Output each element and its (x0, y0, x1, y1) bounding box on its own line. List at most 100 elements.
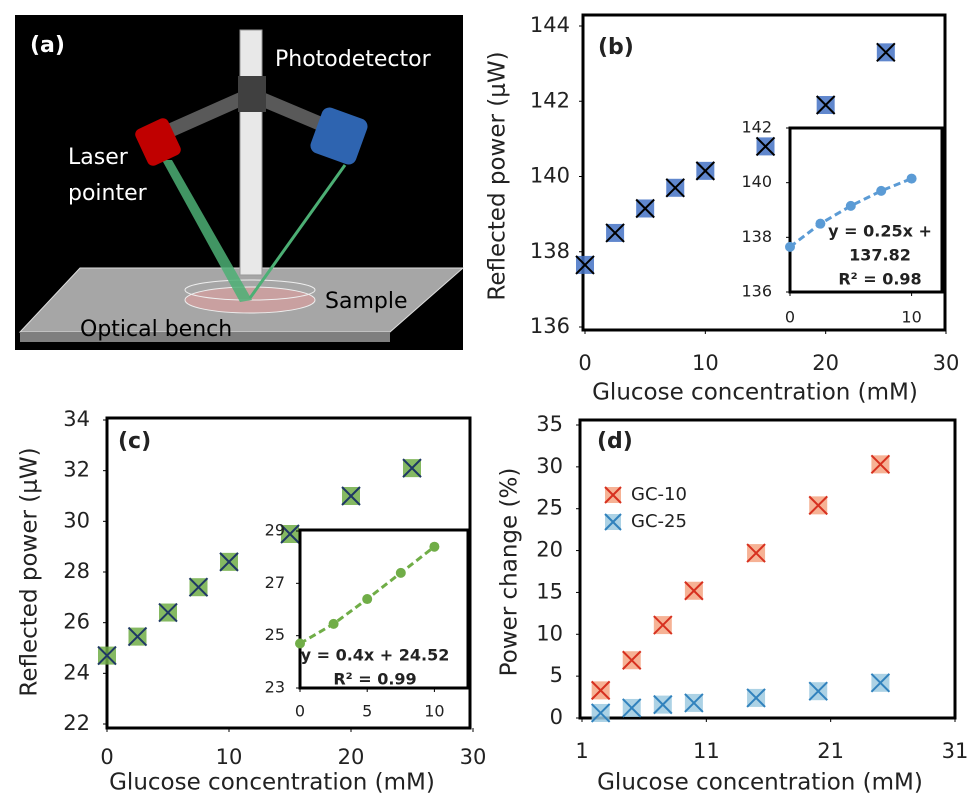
y-tick-label: 27 (265, 573, 285, 592)
marker (576, 256, 594, 274)
x-tick-label: 30 (460, 745, 487, 769)
marker (817, 96, 835, 114)
panel-label: (d) (597, 429, 633, 454)
y-tick-label: 28 (63, 559, 90, 583)
x-axis-label: Glucose concentration (mM) (592, 380, 918, 406)
marker (129, 628, 147, 646)
marker (696, 162, 714, 180)
marker (654, 696, 672, 714)
y-tick-label: 30 (63, 508, 90, 532)
y-tick-label: 25 (536, 496, 563, 520)
x-tick-label: 20 (812, 351, 839, 375)
equation: 137.82 (849, 246, 911, 265)
marker (623, 699, 641, 717)
y-tick-label: 22 (63, 711, 90, 735)
y-tick-label: 138 (530, 239, 570, 263)
marker (429, 542, 439, 552)
marker (403, 459, 421, 477)
y-axis-label: Reflected power (μW) (485, 51, 511, 300)
x-tick-label: 30 (933, 351, 960, 375)
y-tick-label: 136 (530, 314, 570, 338)
marker (747, 689, 765, 707)
panel-label: (a) (30, 33, 65, 58)
legend-label: GC-25 (631, 511, 687, 532)
y-tick-label: 144 (530, 13, 570, 37)
panel-a: (a) Photodetector Laser pointer Sample O… (15, 15, 463, 350)
marker (329, 619, 339, 629)
photodetector-label: Photodetector (275, 47, 432, 72)
equation: y = 0.4x + 24.52 (301, 646, 450, 665)
x-tick-label: 10 (216, 745, 243, 769)
marker (220, 553, 238, 571)
equation: y = 0.25x + (828, 222, 932, 241)
y-tick-label: 140 (741, 172, 772, 191)
marker (654, 616, 672, 634)
marker (606, 224, 624, 242)
marker (877, 43, 895, 61)
marker (871, 674, 889, 692)
bench-label: Optical bench (80, 317, 232, 342)
marker (907, 174, 917, 184)
marker (685, 582, 703, 600)
marker (159, 604, 177, 622)
plot-frame (790, 128, 942, 292)
x-tick-label: 0 (785, 308, 795, 327)
laser-label: pointer (68, 181, 148, 206)
legend-marker (605, 514, 621, 530)
y-tick-label: 29 (265, 521, 285, 540)
y-tick-label: 140 (530, 164, 570, 188)
marker (592, 704, 610, 722)
marker (342, 487, 360, 505)
y-tick-label: 142 (741, 118, 772, 137)
y-tick-label: 136 (741, 282, 772, 301)
marker (757, 137, 775, 155)
marker (190, 578, 208, 596)
y-axis-label: Reflected power (μW) (17, 447, 43, 696)
x-tick-label: 1 (575, 739, 588, 763)
y-tick-label: 32 (63, 458, 90, 482)
r-squared: R² = 0.98 (838, 270, 921, 289)
y-tick-label: 0 (550, 705, 563, 729)
y-tick-label: 34 (63, 407, 90, 431)
legend-label: GC-10 (631, 484, 687, 505)
x-tick-label: 5 (362, 702, 372, 721)
y-tick-label: 30 (536, 454, 563, 478)
detector-pole (240, 30, 262, 275)
x-tick-label: 21 (817, 739, 844, 763)
marker (747, 544, 765, 562)
connector (238, 76, 266, 112)
x-tick-label: 31 (942, 739, 969, 763)
x-tick-label: 0 (295, 702, 305, 721)
figure: (a) Photodetector Laser pointer Sample O… (0, 0, 970, 796)
y-tick-label: 15 (536, 579, 563, 603)
marker (636, 199, 654, 217)
x-tick-label: 0 (578, 351, 591, 375)
marker (592, 681, 610, 699)
plot-frame (580, 420, 955, 718)
x-axis-label: Glucose concentration (mM) (597, 770, 923, 796)
panel-label: (c) (118, 429, 151, 454)
laser-label: Laser (68, 145, 129, 170)
x-axis-label: Glucose concentration (mM) (109, 770, 435, 796)
sample-label: Sample (325, 289, 408, 314)
marker (846, 201, 856, 211)
y-tick-label: 20 (536, 538, 563, 562)
x-tick-label: 10 (692, 351, 719, 375)
marker (666, 179, 684, 197)
marker (685, 694, 703, 712)
y-tick-label: 5 (550, 663, 563, 687)
marker (871, 455, 889, 473)
x-tick-label: 0 (100, 745, 113, 769)
marker (876, 186, 886, 196)
legend-marker (605, 487, 621, 503)
x-tick-label: 11 (693, 739, 720, 763)
marker (785, 242, 795, 252)
marker (362, 594, 372, 604)
marker (623, 651, 641, 669)
y-tick-label: 10 (536, 621, 563, 645)
y-axis-label: Power change (%) (497, 468, 523, 677)
x-tick-label: 20 (338, 745, 365, 769)
x-tick-label: 10 (424, 702, 444, 721)
y-tick-label: 142 (530, 88, 570, 112)
y-tick-label: 24 (63, 660, 90, 684)
